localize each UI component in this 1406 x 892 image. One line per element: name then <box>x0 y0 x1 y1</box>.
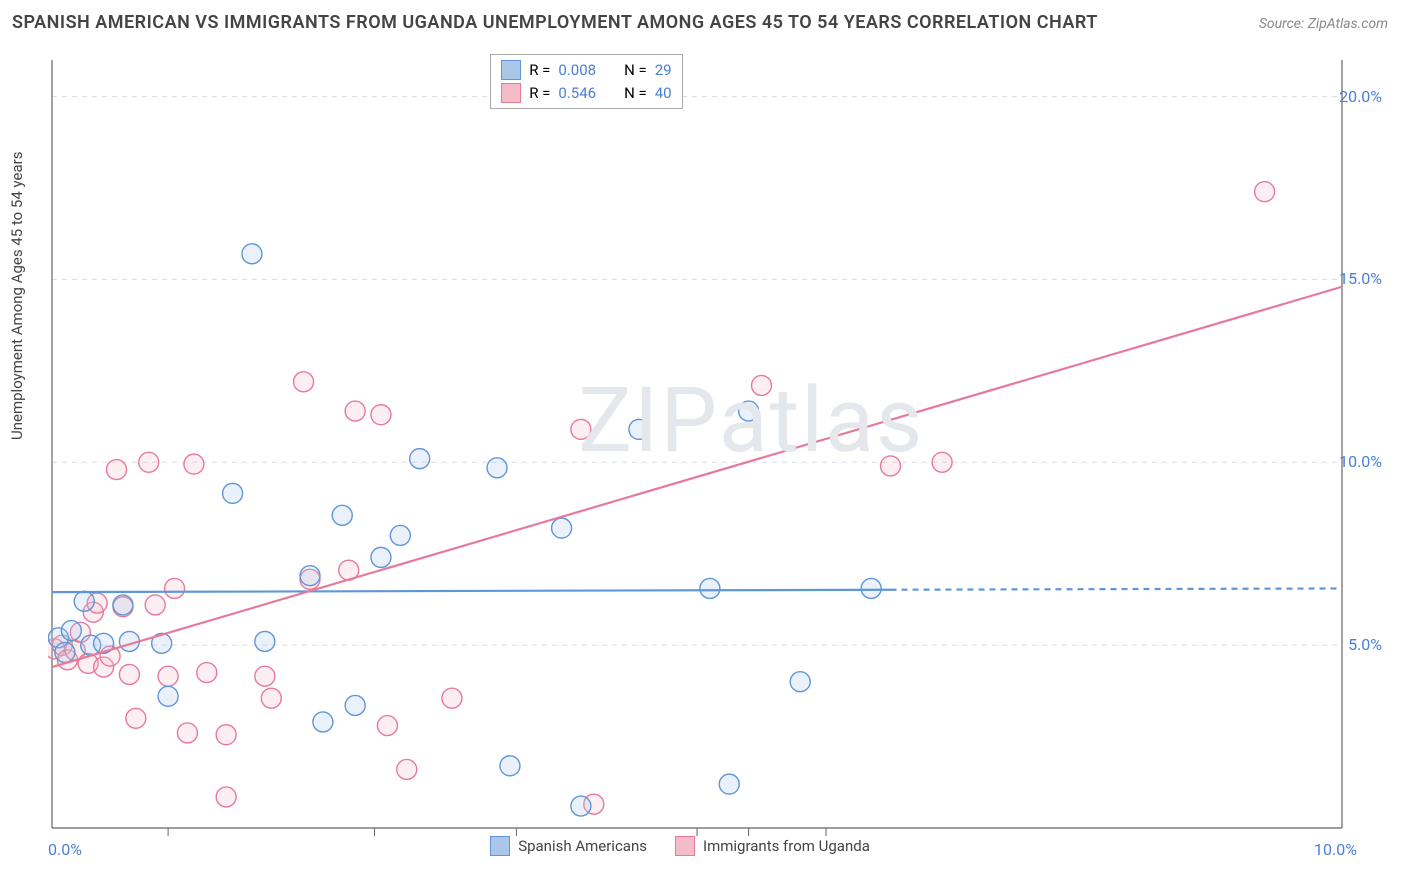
x-tick-label: 10.0% <box>1314 840 1357 859</box>
legend-label: Immigrants from Uganda <box>703 837 870 855</box>
legend-swatch <box>490 836 510 856</box>
y-axis-label: Unemployment Among Ages 45 to 54 years <box>8 152 26 440</box>
r-value: 0.546 <box>558 82 596 105</box>
source-label: Source: ZipAtlas.com <box>1259 16 1388 32</box>
r-label: R = <box>529 82 550 105</box>
y-tick-label: 5.0% <box>1348 635 1382 654</box>
legend-stats: R = 0.008 N = 29 R = 0.546 N = 40 <box>490 54 682 109</box>
n-label: N = <box>624 82 647 105</box>
n-value: 40 <box>655 82 672 105</box>
y-tick-label: 15.0% <box>1339 269 1382 288</box>
r-value: 0.008 <box>558 59 596 82</box>
legend-swatch <box>501 83 521 103</box>
legend-label: Spanish Americans <box>518 837 647 855</box>
legend-item: Spanish Americans <box>490 836 647 856</box>
y-tick-label: 20.0% <box>1339 87 1382 106</box>
legend-swatch <box>501 60 521 80</box>
legend-item: Immigrants from Uganda <box>675 836 870 856</box>
plot-area: ZIPatlas R =0.008N =29R =0.546N =40 Span… <box>48 48 1388 858</box>
n-label: N = <box>624 59 647 82</box>
legend-stat-row: R = 0.546 N = 40 <box>501 82 671 105</box>
r-label: R = <box>529 59 550 82</box>
y-tick-label: 10.0% <box>1339 452 1382 471</box>
legend-stat-row: R = 0.008 N = 29 <box>501 59 671 82</box>
legend-series: Spanish Americans Immigrants from Uganda <box>490 836 870 856</box>
chart-title: SPANISH AMERICAN VS IMMIGRANTS FROM UGAN… <box>12 12 1098 33</box>
x-tick-label: 0.0% <box>48 840 82 859</box>
scatter-chart <box>48 48 1388 858</box>
n-value: 29 <box>655 59 672 82</box>
legend-swatch <box>675 836 695 856</box>
